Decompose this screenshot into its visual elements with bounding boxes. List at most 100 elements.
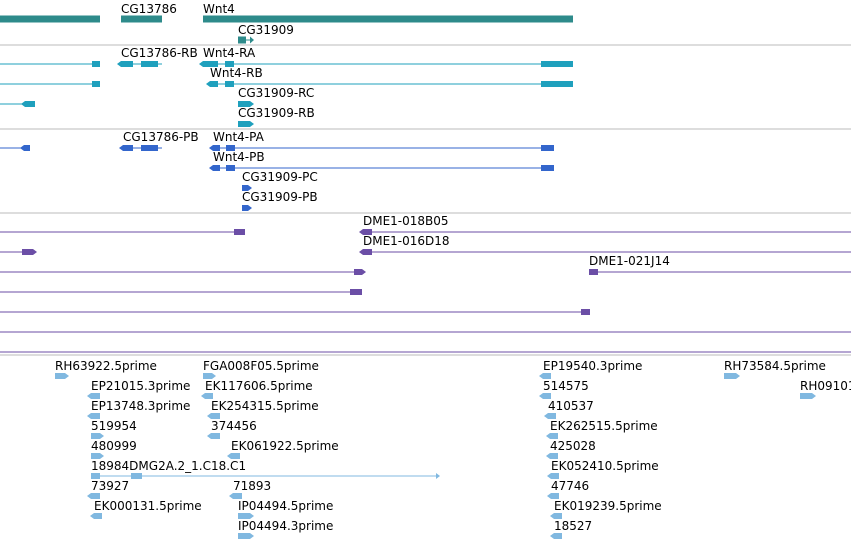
est-feature[interactable]: EP21015.3prime [87,379,190,399]
feature-label: 410537 [548,399,594,413]
cds-feature[interactable]: Wnt4-PA [209,130,554,151]
mrna-feature[interactable] [0,81,100,87]
feature-exon-block [551,473,559,479]
clone-feature[interactable]: DME1-021J14 [589,254,851,275]
est-feature[interactable]: EP13748.3prime [87,399,190,419]
est-feature[interactable]: 18527 [550,519,592,539]
feature-exon-block [541,145,554,151]
est-feature[interactable]: EK262515.5prime [546,419,658,439]
feature-exon-block [121,15,162,23]
est-feature[interactable]: 410537 [544,399,594,419]
mrna-feature[interactable]: Wnt4-RA [199,46,573,67]
mrna-feature[interactable]: CG13786-RB [117,46,198,67]
feature-exon-block [213,165,220,171]
strand-arrow-right-icon [100,453,104,459]
est-feature[interactable]: 71893 [229,479,271,499]
est-feature[interactable]: RH09101 [800,379,851,399]
feature-exon-block [203,373,212,379]
clone-feature[interactable] [0,289,362,295]
strand-arrow-left-icon [209,165,213,171]
est-feature[interactable]: EP19540.3prime [539,359,642,379]
mrna-feature[interactable] [0,61,100,67]
strand-arrow-left-icon [87,493,91,499]
feature-exon-block [203,61,218,67]
clone-feature[interactable]: DME1-016D18 [359,234,851,255]
est-feature[interactable]: EK052410.5prime [547,459,659,479]
mrna-feature[interactable]: CG31909-RB [238,106,315,127]
feature-label: CG13786-PB [123,130,199,144]
est-feature[interactable]: 374456 [207,419,257,439]
strand-arrow-left-icon [546,453,550,459]
est-feature[interactable]: 480999 [91,439,137,459]
mrna-feature[interactable]: CG31909-RC [238,86,314,107]
est-feature[interactable]: 73927 [87,479,129,499]
gene-feature[interactable]: Wnt4 [203,2,573,23]
est-feature[interactable]: EK061922.5prime [227,439,339,459]
clone-feature[interactable] [0,309,590,315]
cds-feature[interactable]: CG13786-PB [119,130,199,151]
feature-label: 480999 [91,439,137,453]
gene-feature[interactable]: CG13786 [121,2,177,23]
clone-feature[interactable] [0,229,245,235]
feature-exon-block [238,36,246,44]
gene-feature[interactable] [0,15,100,23]
est-feature[interactable]: EK254315.5prime [207,399,319,419]
est-feature[interactable]: IP04494.3prime [238,519,333,539]
feature-exon-block [238,533,250,539]
feature-exon-block [211,413,220,419]
cds-feature[interactable]: Wnt4-PB [209,150,554,171]
feature-label: 73927 [91,479,129,493]
gene-feature[interactable]: CG31909 [238,23,294,44]
est-feature[interactable]: 18984DMG2A.2_1.C18.C1 [91,459,440,479]
feature-exon-block [551,493,559,499]
clone-feature[interactable] [0,249,37,255]
strand-arrow-left-icon [547,473,551,479]
est-feature[interactable]: RH73584.5prime [724,359,826,379]
feature-exon-block [91,433,100,439]
est-feature[interactable]: EK019239.5prime [550,499,662,519]
feature-exon-block [234,229,245,235]
strand-arrow-left-icon [201,393,205,399]
feature-exon-block [211,433,220,439]
strand-arrow-right-icon [362,269,366,275]
feature-exon-block [554,513,562,519]
feature-label: Wnt4-PA [213,130,265,144]
est-feature[interactable]: RH63922.5prime [55,359,157,379]
est-feature[interactable]: 47746 [547,479,589,499]
mrna-feature[interactable]: Wnt4-RB [206,66,573,87]
cds-feature[interactable]: CG31909-PB [242,190,318,211]
est-feature[interactable]: FGA008F05.5prime [203,359,319,379]
clone-feature[interactable] [0,269,366,275]
feature-exon-block [363,249,372,255]
est-feature[interactable]: 514575 [539,379,589,399]
est-track: RH63922.5prime FGA008F05.5prime EP19540.3p… [55,359,851,539]
feature-exon-block [92,81,100,87]
est-feature[interactable]: EK117606.5prime [201,379,313,399]
strand-arrow-right-icon [250,36,254,44]
strand-arrow-left-icon [550,533,554,539]
feature-exon-block [225,81,234,87]
strand-arrow-left-icon [544,413,548,419]
est-feature[interactable]: EK000131.5prime [90,499,202,519]
est-feature[interactable]: IP04494.5prime [238,499,333,519]
feature-exon-block [554,533,562,539]
feature-exon-block [724,373,736,379]
clone-feature[interactable]: DME1-018B05 [359,214,851,235]
mrna-feature[interactable] [0,101,35,107]
feature-label: EP19540.3prime [543,359,642,373]
feature-exon-block [121,61,133,67]
cds-feature[interactable]: CG31909-PC [242,170,318,191]
feature-label: 71893 [233,479,271,493]
strand-arrow-right-icon [436,473,440,479]
strand-arrow-right-icon [33,249,37,255]
feature-exon-block [543,373,551,379]
est-feature[interactable]: 519954 [91,419,137,439]
feature-label: RH73584.5prime [724,359,826,373]
cds-feature[interactable] [0,145,30,151]
feature-label: EK061922.5prime [231,439,339,453]
mrna-track: CG13786-RB Wnt4-RA Wnt4-RB CG31909-RC CG3190… [0,46,573,127]
est-feature[interactable]: 425028 [546,439,596,459]
feature-label: Wnt4-PB [213,150,265,164]
feature-exon-block [55,373,65,379]
